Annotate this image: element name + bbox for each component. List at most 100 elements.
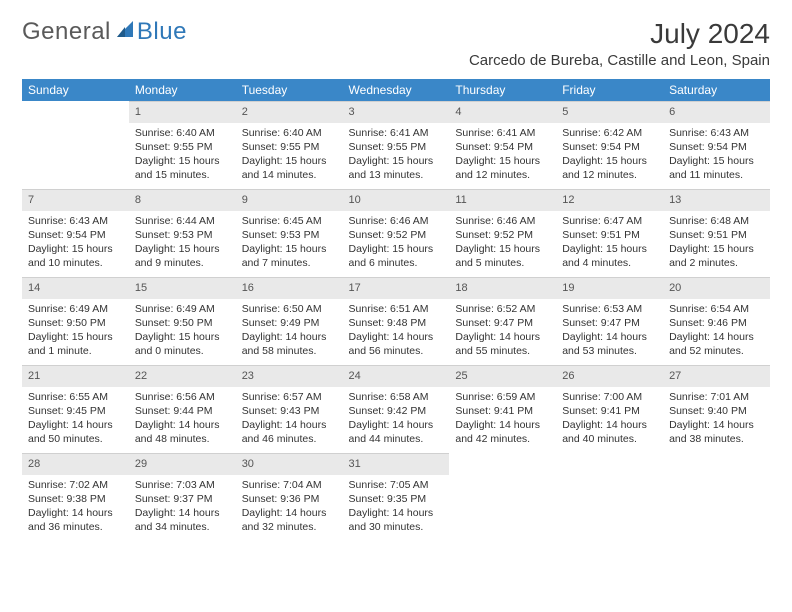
sunset-text: Sunset: 9:51 PM [562, 228, 657, 242]
sunset-text: Sunset: 9:43 PM [242, 404, 337, 418]
daylight-text: Daylight: 15 hours and 6 minutes. [349, 242, 444, 270]
sunset-text: Sunset: 9:55 PM [242, 140, 337, 154]
calendar-day-cell: 18Sunrise: 6:52 AMSunset: 9:47 PMDayligh… [449, 277, 556, 365]
daylight-text: Daylight: 14 hours and 56 minutes. [349, 330, 444, 358]
calendar-day-cell: 23Sunrise: 6:57 AMSunset: 9:43 PMDayligh… [236, 365, 343, 453]
calendar-day-cell: 6Sunrise: 6:43 AMSunset: 9:54 PMDaylight… [663, 101, 770, 189]
day-number: 3 [343, 101, 450, 123]
weekday-header: Friday [556, 79, 663, 101]
daylight-text: Daylight: 14 hours and 40 minutes. [562, 418, 657, 446]
sunrise-text: Sunrise: 7:00 AM [562, 390, 657, 404]
weekday-header: Tuesday [236, 79, 343, 101]
calendar-day-cell: 13Sunrise: 6:48 AMSunset: 9:51 PMDayligh… [663, 189, 770, 277]
calendar-week-row: 21Sunrise: 6:55 AMSunset: 9:45 PMDayligh… [22, 365, 770, 453]
day-number: 22 [129, 365, 236, 387]
day-number: 2 [236, 101, 343, 123]
calendar-day-cell: 22Sunrise: 6:56 AMSunset: 9:44 PMDayligh… [129, 365, 236, 453]
weekday-header: Monday [129, 79, 236, 101]
daylight-text: Daylight: 14 hours and 50 minutes. [28, 418, 123, 446]
sunset-text: Sunset: 9:41 PM [562, 404, 657, 418]
day-body: Sunrise: 6:40 AMSunset: 9:55 PMDaylight:… [236, 123, 343, 189]
sunset-text: Sunset: 9:54 PM [562, 140, 657, 154]
sunset-text: Sunset: 9:48 PM [349, 316, 444, 330]
day-number: 16 [236, 277, 343, 299]
calendar-day-cell: 12Sunrise: 6:47 AMSunset: 9:51 PMDayligh… [556, 189, 663, 277]
calendar-table: SundayMondayTuesdayWednesdayThursdayFrid… [22, 79, 770, 541]
sunrise-text: Sunrise: 6:55 AM [28, 390, 123, 404]
daylight-text: Daylight: 14 hours and 30 minutes. [349, 506, 444, 534]
daylight-text: Daylight: 15 hours and 12 minutes. [562, 154, 657, 182]
sunrise-text: Sunrise: 6:40 AM [242, 126, 337, 140]
daylight-text: Daylight: 15 hours and 5 minutes. [455, 242, 550, 270]
sunset-text: Sunset: 9:55 PM [135, 140, 230, 154]
daylight-text: Daylight: 14 hours and 53 minutes. [562, 330, 657, 358]
calendar-week-row: 28Sunrise: 7:02 AMSunset: 9:38 PMDayligh… [22, 453, 770, 541]
day-number: 11 [449, 189, 556, 211]
day-body: Sunrise: 6:51 AMSunset: 9:48 PMDaylight:… [343, 299, 450, 365]
day-body: Sunrise: 6:45 AMSunset: 9:53 PMDaylight:… [236, 211, 343, 277]
sunset-text: Sunset: 9:54 PM [28, 228, 123, 242]
calendar-day-cell: 17Sunrise: 6:51 AMSunset: 9:48 PMDayligh… [343, 277, 450, 365]
calendar-day-cell: 19Sunrise: 6:53 AMSunset: 9:47 PMDayligh… [556, 277, 663, 365]
daylight-text: Daylight: 14 hours and 44 minutes. [349, 418, 444, 446]
month-title: July 2024 [469, 18, 770, 50]
calendar-empty-cell [22, 101, 129, 189]
sunset-text: Sunset: 9:50 PM [135, 316, 230, 330]
calendar-day-cell: 24Sunrise: 6:58 AMSunset: 9:42 PMDayligh… [343, 365, 450, 453]
day-number: 31 [343, 453, 450, 475]
sunset-text: Sunset: 9:36 PM [242, 492, 337, 506]
sunrise-text: Sunrise: 6:54 AM [669, 302, 764, 316]
sunset-text: Sunset: 9:54 PM [455, 140, 550, 154]
day-body: Sunrise: 6:50 AMSunset: 9:49 PMDaylight:… [236, 299, 343, 365]
calendar-empty-cell [556, 453, 663, 541]
sunset-text: Sunset: 9:47 PM [455, 316, 550, 330]
calendar-week-row: 1Sunrise: 6:40 AMSunset: 9:55 PMDaylight… [22, 101, 770, 189]
day-body: Sunrise: 6:52 AMSunset: 9:47 PMDaylight:… [449, 299, 556, 365]
sunrise-text: Sunrise: 6:59 AM [455, 390, 550, 404]
title-block: July 2024 Carcedo de Bureba, Castille an… [469, 18, 770, 75]
sunset-text: Sunset: 9:41 PM [455, 404, 550, 418]
calendar-day-cell: 10Sunrise: 6:46 AMSunset: 9:52 PMDayligh… [343, 189, 450, 277]
calendar-day-cell: 14Sunrise: 6:49 AMSunset: 9:50 PMDayligh… [22, 277, 129, 365]
daylight-text: Daylight: 14 hours and 42 minutes. [455, 418, 550, 446]
sunrise-text: Sunrise: 6:41 AM [349, 126, 444, 140]
daylight-text: Daylight: 15 hours and 14 minutes. [242, 154, 337, 182]
sunset-text: Sunset: 9:53 PM [135, 228, 230, 242]
day-body: Sunrise: 6:53 AMSunset: 9:47 PMDaylight:… [556, 299, 663, 365]
sunset-text: Sunset: 9:53 PM [242, 228, 337, 242]
day-number: 21 [22, 365, 129, 387]
sunrise-text: Sunrise: 6:43 AM [28, 214, 123, 228]
calendar-day-cell: 2Sunrise: 6:40 AMSunset: 9:55 PMDaylight… [236, 101, 343, 189]
brand-logo: General Blue [22, 18, 187, 46]
day-body: Sunrise: 6:49 AMSunset: 9:50 PMDaylight:… [129, 299, 236, 365]
daylight-text: Daylight: 15 hours and 10 minutes. [28, 242, 123, 270]
sunset-text: Sunset: 9:40 PM [669, 404, 764, 418]
calendar-day-cell: 16Sunrise: 6:50 AMSunset: 9:49 PMDayligh… [236, 277, 343, 365]
day-body: Sunrise: 6:47 AMSunset: 9:51 PMDaylight:… [556, 211, 663, 277]
day-body: Sunrise: 6:41 AMSunset: 9:54 PMDaylight:… [449, 123, 556, 189]
sunrise-text: Sunrise: 6:46 AM [455, 214, 550, 228]
sunset-text: Sunset: 9:35 PM [349, 492, 444, 506]
sunrise-text: Sunrise: 6:49 AM [135, 302, 230, 316]
calendar-day-cell: 21Sunrise: 6:55 AMSunset: 9:45 PMDayligh… [22, 365, 129, 453]
sunrise-text: Sunrise: 6:58 AM [349, 390, 444, 404]
sunrise-text: Sunrise: 6:53 AM [562, 302, 657, 316]
sunrise-text: Sunrise: 6:45 AM [242, 214, 337, 228]
sunset-text: Sunset: 9:46 PM [669, 316, 764, 330]
day-body: Sunrise: 6:49 AMSunset: 9:50 PMDaylight:… [22, 299, 129, 365]
sunrise-text: Sunrise: 6:46 AM [349, 214, 444, 228]
brand-sail-icon [115, 19, 135, 44]
sunrise-text: Sunrise: 6:43 AM [669, 126, 764, 140]
calendar-day-cell: 4Sunrise: 6:41 AMSunset: 9:54 PMDaylight… [449, 101, 556, 189]
daylight-text: Daylight: 15 hours and 2 minutes. [669, 242, 764, 270]
day-body: Sunrise: 7:01 AMSunset: 9:40 PMDaylight:… [663, 387, 770, 453]
sunset-text: Sunset: 9:55 PM [349, 140, 444, 154]
brand-word-1: General [22, 18, 111, 46]
daylight-text: Daylight: 15 hours and 0 minutes. [135, 330, 230, 358]
day-number: 4 [449, 101, 556, 123]
day-number: 10 [343, 189, 450, 211]
calendar-day-cell: 29Sunrise: 7:03 AMSunset: 9:37 PMDayligh… [129, 453, 236, 541]
calendar-day-cell: 7Sunrise: 6:43 AMSunset: 9:54 PMDaylight… [22, 189, 129, 277]
day-body: Sunrise: 6:48 AMSunset: 9:51 PMDaylight:… [663, 211, 770, 277]
day-body: Sunrise: 7:02 AMSunset: 9:38 PMDaylight:… [22, 475, 129, 541]
